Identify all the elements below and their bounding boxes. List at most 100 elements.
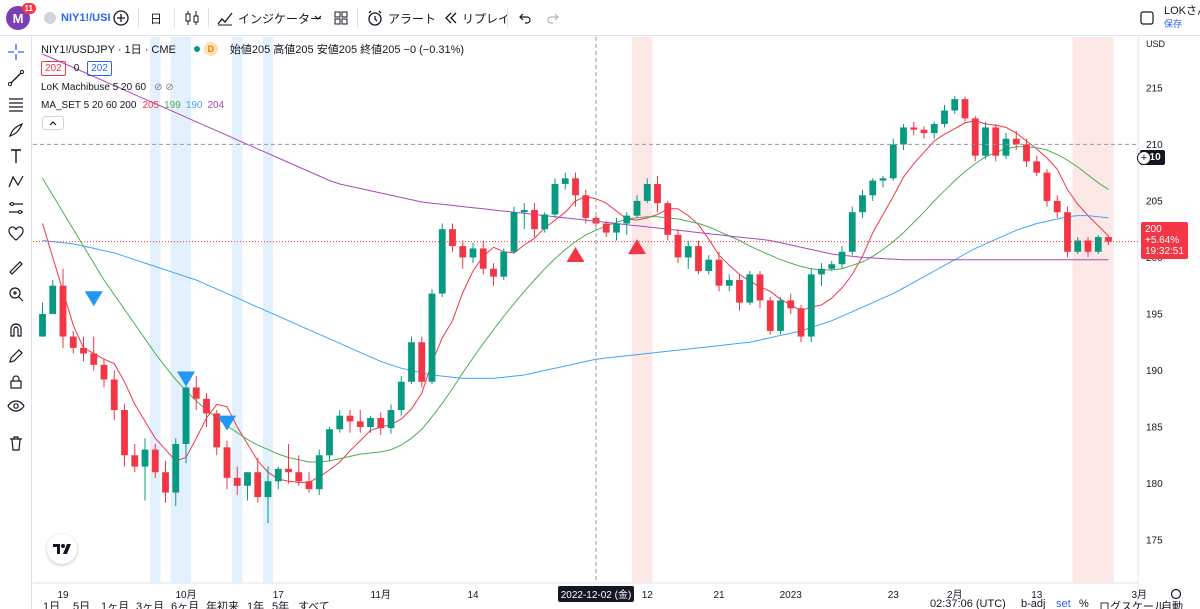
adjust-button[interactable]: b-adj [1021, 598, 1046, 609]
hidden-value-icon: ⊘ ⊘ [154, 82, 174, 93]
indicators-dropdown[interactable] [313, 0, 323, 36]
price-chart[interactable]: USD175180185190195200205210215 1910月1711… [33, 37, 1200, 609]
redo-button[interactable] [545, 0, 561, 36]
bid-price[interactable]: 202 [41, 61, 66, 76]
candle [777, 297, 784, 335]
candle-body [346, 415, 354, 422]
candle-body [121, 410, 128, 456]
collapse-legend-button[interactable] [42, 116, 64, 130]
candle [1002, 133, 1010, 160]
buy-signal-up-triangle [628, 239, 646, 255]
remove-drawings-tool[interactable] [4, 431, 28, 455]
legend-title[interactable]: NIY1!/USDJPY · 1日 · CME [41, 44, 176, 56]
fullscreen-button[interactable] [1139, 0, 1155, 36]
candle [100, 359, 108, 388]
candle-body [254, 472, 262, 498]
trend-line-tool[interactable] [4, 66, 28, 90]
lock-tool[interactable] [4, 370, 28, 394]
avatar[interactable]: M 11 [6, 3, 36, 30]
drawing-mode-tool[interactable] [4, 344, 28, 368]
crosshair-tool[interactable] [4, 40, 28, 64]
candle-body [223, 447, 231, 478]
indicators-button[interactable]: インジケーター [216, 0, 322, 36]
pencil-lock-icon [9, 349, 23, 363]
range-button[interactable]: すべて [298, 601, 330, 609]
range-button[interactable]: 1日 [43, 601, 61, 609]
trend-line-icon [7, 69, 25, 87]
range-button[interactable]: 1年 [247, 601, 265, 609]
sell-signal-down-triangle [218, 415, 236, 431]
redo-icon [547, 13, 559, 24]
settings-gear-icon[interactable] [1170, 588, 1182, 600]
magnet-tool[interactable] [4, 318, 28, 342]
candle [490, 263, 497, 286]
candle-body [674, 234, 682, 258]
range-button[interactable]: 6ヶ月 [171, 601, 200, 609]
user-menu[interactable]: M 11 [6, 0, 36, 36]
ma60-value: 190 [185, 100, 203, 111]
ma20-value: 199 [164, 100, 181, 111]
time-tick-label: 3月 [1131, 589, 1147, 601]
settlement-button[interactable]: set [1056, 598, 1071, 609]
ask-price[interactable]: 202 [87, 61, 112, 76]
measure-tool[interactable] [4, 256, 28, 280]
candle [920, 126, 928, 139]
brush-tool[interactable] [4, 118, 28, 142]
save-layout-button[interactable]: LOKさん 保存 [1164, 0, 1200, 36]
candle-body [777, 300, 784, 331]
candle-body [910, 127, 918, 130]
candle-body [264, 481, 272, 498]
fib-tool[interactable] [4, 92, 28, 116]
add-alert-plus-icon[interactable]: + [1137, 151, 1151, 165]
range-button[interactable]: 年初来 [206, 601, 239, 609]
candle-body [736, 280, 743, 303]
candle [397, 376, 405, 416]
alert-button[interactable]: アラート [366, 0, 436, 36]
candle-body [551, 183, 559, 215]
chevron-up-icon [49, 121, 57, 126]
chart-type-button[interactable] [183, 0, 201, 36]
grid [33, 37, 1139, 609]
candle [449, 223, 456, 252]
candle-body [469, 248, 477, 258]
eye-icon [7, 400, 25, 412]
countdown: 19:32:51 [1145, 246, 1184, 257]
pattern-tool[interactable] [4, 170, 28, 194]
candle [982, 121, 989, 160]
forecast-tool[interactable] [4, 196, 28, 220]
interval-button[interactable]: 日 [150, 0, 162, 36]
candle-body [900, 127, 907, 145]
price-tick-label: 190 [1146, 366, 1163, 377]
range-button[interactable]: 5年 [272, 601, 290, 609]
candle [346, 410, 354, 433]
favorites-tool[interactable] [4, 222, 28, 246]
compare-symbol-button[interactable] [112, 0, 130, 36]
chart-pane[interactable]: USD175180185190195200205210215 1910月1711… [33, 37, 1200, 609]
auto-scale-button[interactable]: 自動 [1161, 601, 1183, 609]
highlight-bands [150, 37, 1114, 583]
price-tick-label: 215 [1146, 83, 1163, 94]
percent-scale-button[interactable]: % [1079, 598, 1089, 609]
candle [151, 443, 159, 478]
zoom-tool[interactable] [4, 282, 28, 306]
candle [787, 293, 795, 314]
candle [172, 438, 180, 507]
text-tool[interactable] [4, 144, 28, 168]
price-tick-label: 185 [1146, 423, 1163, 434]
visibility-tool[interactable] [4, 394, 28, 418]
range-button[interactable]: 3ヶ月 [136, 601, 165, 609]
range-button[interactable]: 1ヶ月 [101, 601, 130, 609]
tradingview-logo[interactable] [47, 534, 77, 564]
layout-templates-button[interactable] [333, 0, 349, 36]
candle [121, 404, 128, 467]
range-button[interactable]: 5日 [73, 601, 91, 609]
symbol-search[interactable]: NIY1!/USI [44, 0, 111, 36]
log-scale-button[interactable]: ログスケール [1099, 601, 1165, 609]
indicator-legend-2[interactable]: MA_SET 5 20 60 200 205 199 190 204 [41, 100, 224, 111]
candle [408, 336, 415, 385]
candle [1043, 169, 1051, 207]
indicator-legend-1[interactable]: LoK Machibuse 5 20 60 ⊘ ⊘ [41, 82, 174, 93]
sell-signal-down-triangle [84, 291, 103, 307]
replay-button[interactable]: リプレイ [443, 0, 510, 36]
undo-button[interactable] [517, 0, 533, 36]
